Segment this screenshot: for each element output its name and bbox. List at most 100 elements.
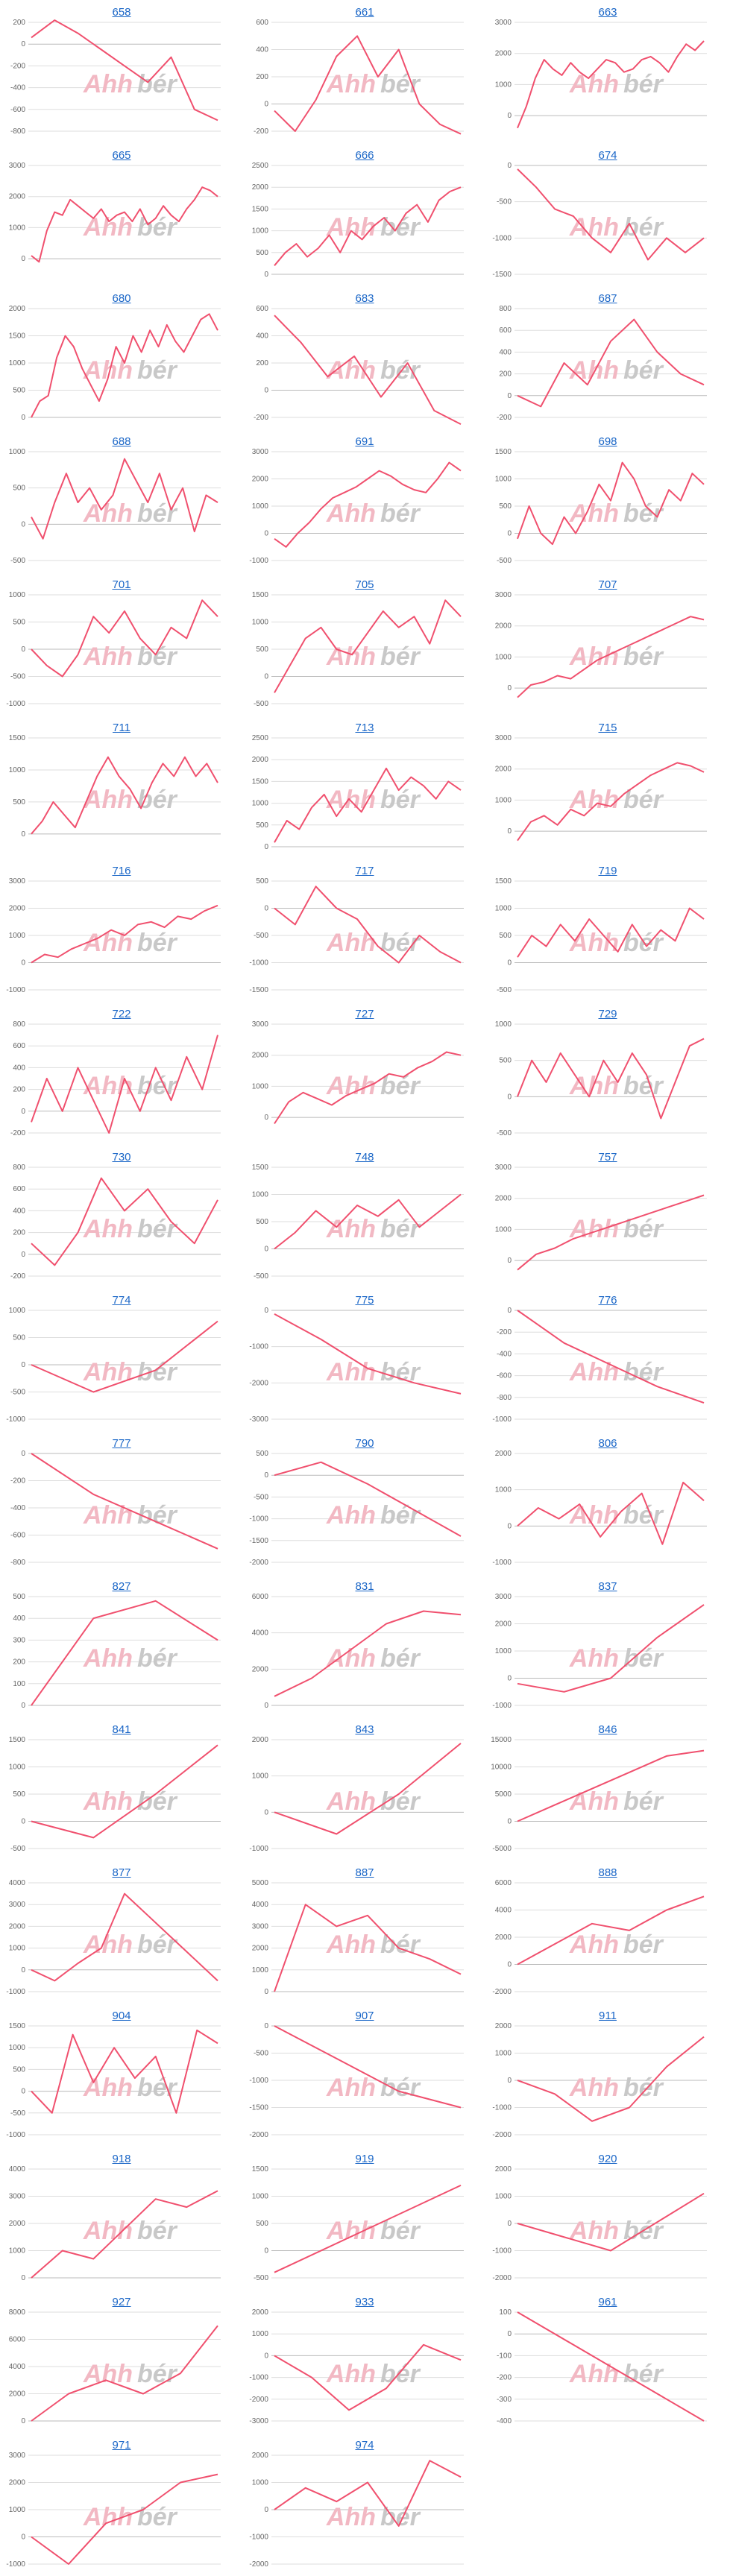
watermark: Ahh bér: [569, 499, 664, 528]
chart-title-link[interactable]: 757: [598, 1151, 617, 1164]
chart-title-link[interactable]: 971: [112, 2439, 131, 2452]
chart-title-link[interactable]: 933: [355, 2296, 374, 2308]
chart-title-link[interactable]: 907: [355, 2010, 374, 2022]
chart-title-link[interactable]: 683: [355, 292, 374, 305]
chart-title-link[interactable]: 775: [355, 1294, 374, 1307]
y-tick-label: 500: [256, 645, 268, 654]
chart-title-link[interactable]: 666: [355, 149, 374, 162]
y-tick-label: 200: [13, 1229, 25, 1237]
chart-title-link[interactable]: 715: [598, 722, 617, 734]
watermark-right: bér: [137, 70, 178, 98]
y-tick-label: -800: [10, 1559, 25, 1567]
chart-title-link[interactable]: 843: [355, 1723, 374, 1736]
chart-title-link[interactable]: 661: [355, 6, 374, 19]
chart-title-link[interactable]: 701: [112, 578, 131, 591]
chart-877: 877 4000 3000 2000 1000 0 -1000 Ahh bér: [0, 1860, 243, 2004]
chart-title-link[interactable]: 806: [598, 1437, 617, 1450]
y-tick-label: 1000: [252, 1966, 269, 1974]
chart-843: 843 2000 1000 0 -1000 Ahh bér: [243, 1717, 486, 1860]
chart-title-link[interactable]: 888: [598, 1866, 617, 1879]
watermark: Ahh bér: [569, 1787, 664, 1816]
watermark: Ahh bér: [83, 1644, 178, 1673]
watermark-right: bér: [137, 786, 178, 814]
series-line: [517, 461, 705, 546]
chart-title-link[interactable]: 887: [355, 1866, 374, 1879]
y-tick-label: 200: [256, 359, 268, 367]
chart-title-link[interactable]: 729: [598, 1008, 617, 1020]
chart-title-link[interactable]: 774: [112, 1294, 131, 1307]
watermark: Ahh bér: [326, 356, 421, 385]
chart-title-link[interactable]: 707: [598, 578, 617, 591]
chart-title-link[interactable]: 688: [112, 435, 131, 448]
chart-title-link[interactable]: 711: [113, 722, 130, 734]
chart-title-link[interactable]: 918: [112, 2153, 131, 2165]
chart-title-link[interactable]: 837: [598, 1580, 617, 1593]
y-tick-label: 1000: [495, 2193, 512, 2201]
chart-title-link[interactable]: 727: [355, 1008, 374, 1020]
chart-title-link[interactable]: 831: [355, 1580, 374, 1593]
y-tick-label: 2000: [252, 756, 269, 764]
chart-title-link[interactable]: 846: [598, 1723, 617, 1736]
watermark-right: bér: [380, 786, 421, 814]
y-tick-label: 1500: [252, 2166, 269, 2174]
chart-705: 705 1500 1000 500 0 -500 Ahh bér: [243, 572, 486, 716]
series-line: [31, 186, 218, 263]
series-line: [274, 2343, 462, 2411]
y-tick-label: -1000: [249, 2077, 268, 2085]
line-chart: 2000 1000 0 -1000 Ahh bér: [492, 1450, 707, 1567]
chart-title-link[interactable]: 722: [112, 1008, 131, 1020]
chart-727: 727 3000 2000 1000 0 Ahh bér: [243, 1002, 486, 1145]
chart-title-link[interactable]: 705: [355, 578, 374, 591]
chart-title-link[interactable]: 777: [112, 1437, 131, 1450]
chart-title-link[interactable]: 691: [355, 435, 374, 448]
series-line: [31, 904, 218, 964]
y-tick-label: 2000: [9, 905, 26, 913]
series-line: [517, 1038, 705, 1120]
chart-title-link[interactable]: 687: [598, 292, 617, 305]
y-tick-label: 500: [256, 1218, 268, 1226]
chart-title-link[interactable]: 961: [598, 2296, 617, 2308]
y-tick-label: 0: [21, 414, 25, 422]
line-chart: 3000 2000 1000 0 Ahh bér: [495, 19, 707, 129]
chart-title-link[interactable]: 717: [355, 865, 374, 877]
chart-title-link[interactable]: 841: [112, 1723, 131, 1736]
chart-title-link[interactable]: 680: [112, 292, 131, 305]
chart-title-link[interactable]: 716: [112, 865, 131, 877]
chart-title-link[interactable]: 730: [112, 1151, 131, 1164]
line-chart: 3000 2000 1000 0 -1000 Ahh bér: [492, 1594, 707, 1710]
chart-title-link[interactable]: 927: [112, 2296, 131, 2308]
y-tick-label: 2000: [495, 1195, 512, 1203]
chart-title-link[interactable]: 911: [599, 2010, 617, 2022]
chart-title-link[interactable]: 719: [598, 865, 617, 877]
chart-title-link[interactable]: 658: [112, 6, 131, 19]
chart-title-link[interactable]: 713: [355, 722, 374, 734]
y-tick-label: -2000: [249, 1559, 268, 1567]
chart-title-link[interactable]: 776: [598, 1294, 617, 1307]
chart-title-link[interactable]: 698: [598, 435, 617, 448]
chart-title-link[interactable]: 748: [355, 1151, 374, 1164]
y-tick-label: -200: [497, 1328, 512, 1336]
watermark-left: Ahh: [569, 2360, 619, 2388]
chart-title-link[interactable]: 674: [598, 149, 617, 162]
chart-title-link[interactable]: 920: [598, 2153, 617, 2165]
chart-title-link[interactable]: 904: [112, 2010, 131, 2022]
chart-title-link[interactable]: 663: [598, 6, 617, 19]
chart-title-link[interactable]: 790: [355, 1437, 374, 1450]
watermark-right: bér: [137, 1358, 178, 1386]
chart-title-link[interactable]: 919: [355, 2153, 374, 2165]
series-line: [274, 599, 462, 693]
y-tick-label: -1000: [492, 1415, 512, 1424]
watermark-left: Ahh: [569, 929, 619, 957]
chart-775: 775 0 -1000 -2000 -3000 Ahh bér: [243, 1288, 486, 1431]
y-tick-label: -500: [10, 557, 25, 565]
chart-title-link[interactable]: 877: [112, 1866, 131, 1879]
watermark: Ahh bér: [569, 1501, 664, 1530]
y-tick-label: 500: [256, 249, 268, 257]
series-line: [517, 2036, 705, 2122]
chart-title-link[interactable]: 974: [355, 2439, 374, 2452]
watermark: Ahh bér: [569, 70, 664, 98]
chart-title-link[interactable]: 665: [112, 149, 131, 162]
y-tick-label: 2000: [252, 476, 269, 484]
chart-title-link[interactable]: 827: [112, 1580, 131, 1593]
